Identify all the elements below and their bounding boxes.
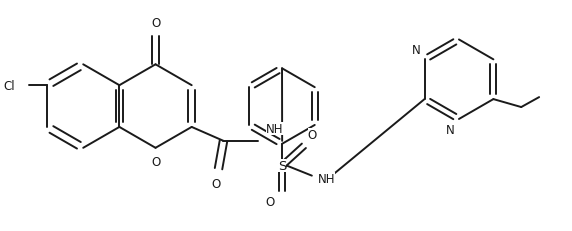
Text: O: O [151,155,160,168]
Text: N: N [446,123,455,136]
Text: NH: NH [318,172,335,185]
Text: Cl: Cl [3,79,15,92]
Text: O: O [308,128,317,141]
Text: N: N [412,44,420,57]
Text: O: O [151,16,160,29]
Text: S: S [278,159,286,173]
Text: NH: NH [266,122,284,135]
Text: O: O [211,177,220,190]
Text: O: O [266,195,275,208]
